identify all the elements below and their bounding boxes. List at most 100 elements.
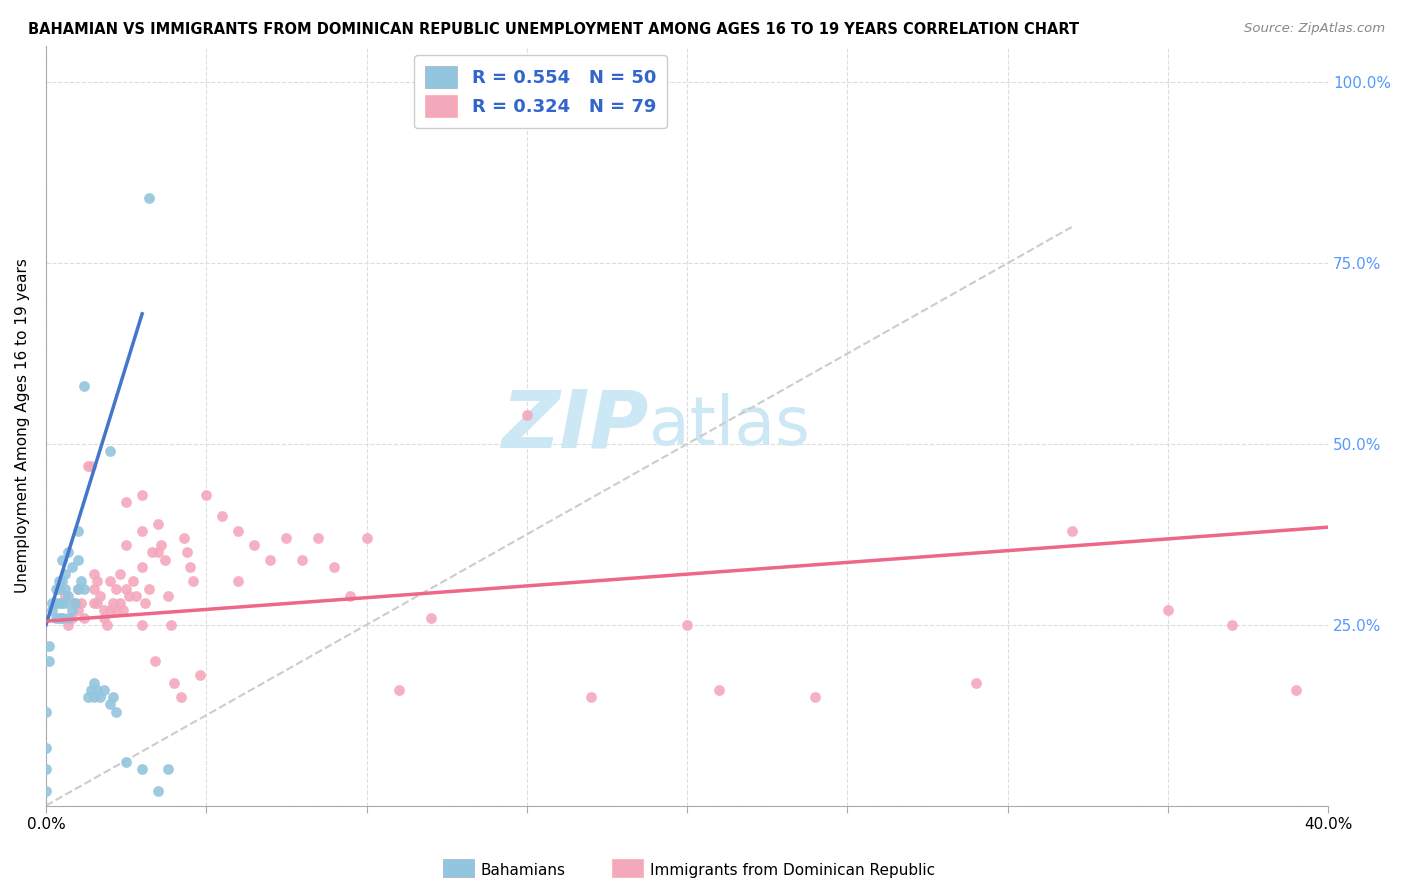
Point: [66, 582, 89, 596]
Point: [163, 675, 186, 690]
Point: [93, 610, 115, 624]
Point: [83, 567, 105, 582]
Point: [76, 458, 98, 473]
Point: [48, 582, 70, 596]
Point: [131, 560, 153, 574]
Text: BAHAMIAN VS IMMIGRANTS FROM DOMINICAN REPUBLIC UNEMPLOYMENT AMONG AGES 16 TO 19 : BAHAMIAN VS IMMIGRANTS FROM DOMINICAN RE…: [28, 22, 1080, 37]
Point: [66, 524, 89, 538]
Point: [98, 698, 121, 712]
Text: Bahamians: Bahamians: [481, 863, 565, 878]
Y-axis label: Unemployment Among Ages 16 to 19 years: Unemployment Among Ages 16 to 19 years: [15, 259, 30, 593]
Point: [89, 690, 111, 705]
Point: [419, 610, 441, 624]
Point: [58, 589, 80, 603]
Point: [80, 458, 103, 473]
Point: [41, 596, 63, 610]
Point: [60, 610, 83, 624]
Point: [173, 531, 195, 545]
Point: [83, 582, 105, 596]
Point: [1157, 603, 1180, 617]
Point: [131, 524, 153, 538]
Point: [35, 705, 58, 719]
Point: [38, 640, 60, 654]
Point: [63, 596, 86, 610]
Point: [86, 682, 108, 697]
Point: [160, 617, 183, 632]
Point: [179, 560, 201, 574]
Point: [965, 675, 987, 690]
Point: [53, 589, 76, 603]
Point: [115, 495, 138, 509]
Point: [76, 690, 98, 705]
Point: [70, 596, 93, 610]
Point: [93, 603, 115, 617]
Point: [105, 603, 128, 617]
Point: [58, 617, 80, 632]
Point: [1060, 524, 1083, 538]
Point: [51, 610, 73, 624]
Point: [60, 603, 83, 617]
Point: [356, 531, 378, 545]
Point: [243, 538, 266, 552]
Point: [676, 617, 699, 632]
Point: [105, 705, 128, 719]
Point: [83, 596, 105, 610]
Point: [108, 596, 131, 610]
Point: [98, 574, 121, 589]
Point: [146, 545, 169, 559]
Point: [105, 582, 128, 596]
Point: [707, 682, 730, 697]
Point: [53, 582, 76, 596]
Point: [169, 690, 191, 705]
Point: [86, 596, 108, 610]
Point: [146, 516, 169, 531]
Point: [804, 690, 827, 705]
Point: [141, 545, 163, 559]
Point: [48, 610, 70, 624]
Point: [134, 596, 156, 610]
Text: atlas: atlas: [648, 392, 810, 458]
Point: [516, 408, 538, 422]
Point: [183, 574, 205, 589]
Point: [60, 560, 83, 574]
Point: [195, 487, 218, 501]
Point: [156, 589, 179, 603]
Point: [41, 603, 63, 617]
Point: [66, 582, 89, 596]
Point: [153, 552, 176, 566]
Point: [58, 610, 80, 624]
Point: [307, 531, 329, 545]
Point: [45, 596, 67, 610]
Point: [48, 596, 70, 610]
Point: [226, 524, 249, 538]
Point: [259, 552, 281, 566]
Point: [51, 574, 73, 589]
Point: [291, 552, 314, 566]
Point: [387, 682, 409, 697]
Point: [103, 690, 125, 705]
Point: [150, 538, 173, 552]
Point: [98, 603, 121, 617]
Point: [115, 582, 138, 596]
Point: [125, 589, 148, 603]
Point: [138, 191, 160, 205]
Point: [176, 545, 198, 559]
Point: [131, 763, 153, 777]
Point: [35, 784, 58, 798]
Point: [1285, 682, 1308, 697]
Point: [73, 379, 96, 393]
Point: [93, 682, 115, 697]
Point: [66, 603, 89, 617]
Text: ZIP: ZIP: [501, 387, 648, 465]
Point: [276, 531, 298, 545]
Point: [80, 682, 103, 697]
Point: [53, 596, 76, 610]
Point: [96, 617, 118, 632]
Point: [38, 654, 60, 668]
Point: [156, 763, 179, 777]
Point: [66, 552, 89, 566]
Point: [138, 582, 160, 596]
Point: [98, 444, 121, 458]
Point: [108, 567, 131, 582]
Point: [1220, 617, 1243, 632]
